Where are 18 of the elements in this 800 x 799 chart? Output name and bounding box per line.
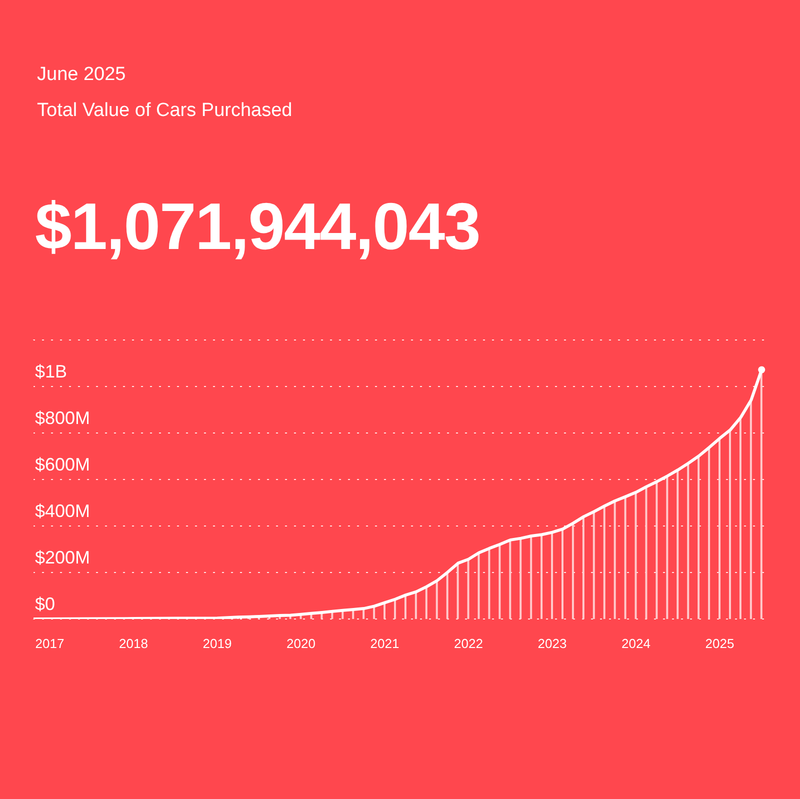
y-tick-label: $400M [35,501,90,521]
x-tick-label: 2023 [538,636,567,652]
text: $1,071,944,043 [35,188,480,264]
x-tick-label: 2022 [454,636,483,652]
chart-subtitle: Total Value of Cars Purchased [37,100,292,122]
y-tick-label: $800M [35,408,90,428]
chart-title: June 2025 [37,64,126,86]
x-tick-label: 2021 [370,636,400,652]
x-tick-label: 2020 [286,636,316,652]
x-tick-label: 2018 [119,636,148,652]
y-tick-label: $1B [35,362,68,382]
x-tick-label: 2017 [35,636,64,652]
y-tick-label: $200M [35,548,90,568]
y-tick-label: $600M [35,454,90,474]
y-tick-label: $0 [35,594,56,614]
x-tick-label: 2025 [705,636,734,652]
x-tick-label: 2019 [202,636,232,652]
x-tick-label: 2024 [622,636,650,652]
